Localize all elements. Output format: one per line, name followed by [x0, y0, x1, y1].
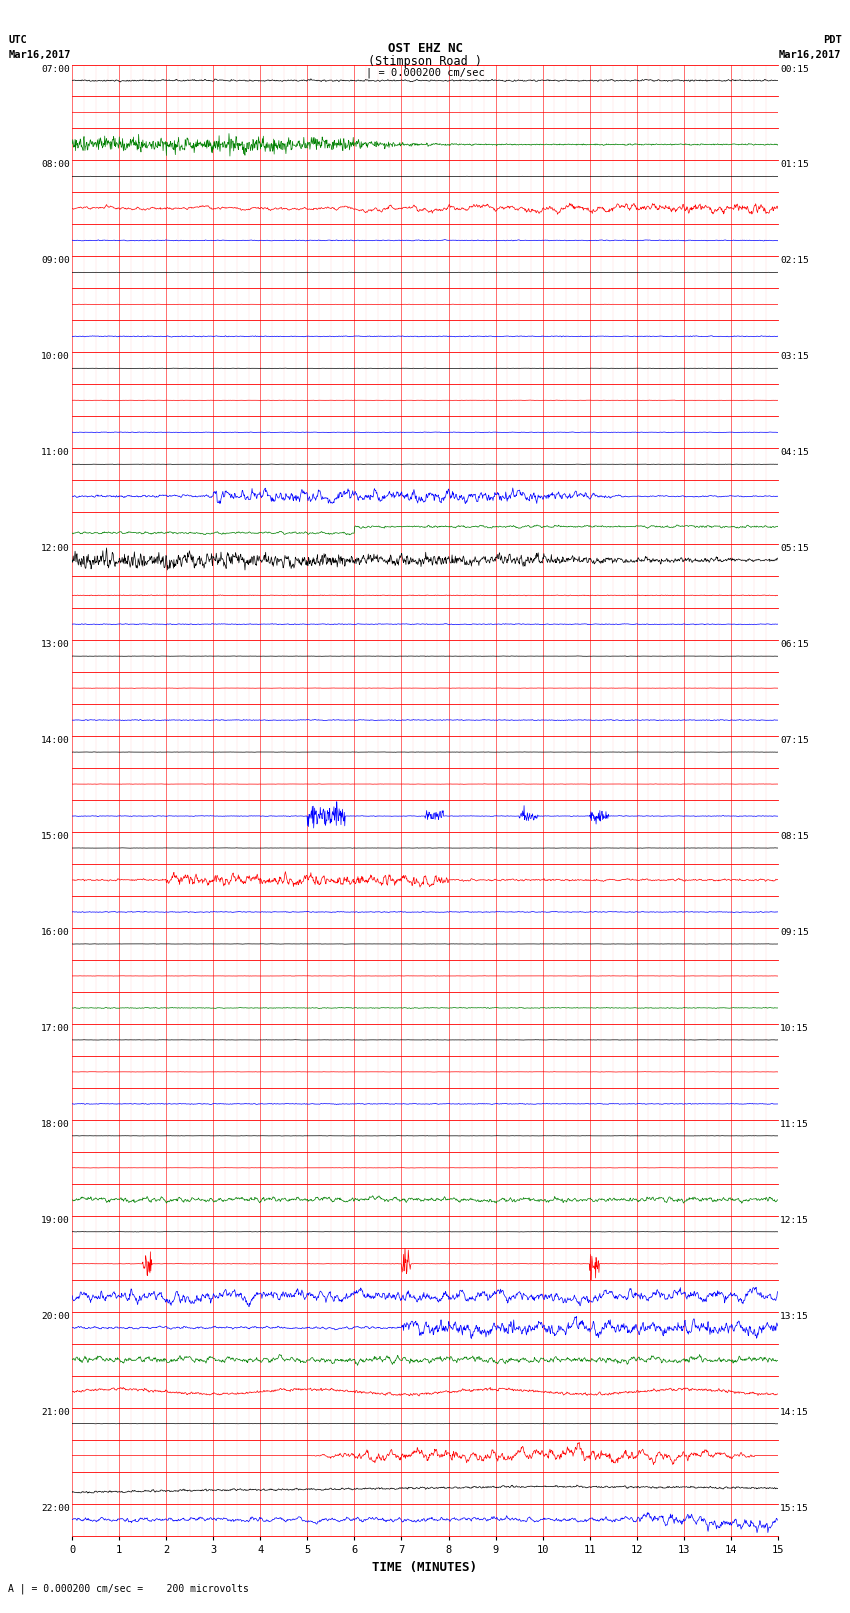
Text: 11:00: 11:00: [41, 448, 70, 456]
Text: 05:15: 05:15: [780, 544, 809, 553]
Text: 08:00: 08:00: [41, 160, 70, 169]
Text: 19:00: 19:00: [41, 1216, 70, 1224]
Text: 13:15: 13:15: [780, 1311, 809, 1321]
Text: 07:00: 07:00: [41, 65, 70, 74]
Text: 15:00: 15:00: [41, 832, 70, 840]
Text: 04:15: 04:15: [780, 448, 809, 456]
Text: A | = 0.000200 cm/sec =    200 microvolts: A | = 0.000200 cm/sec = 200 microvolts: [8, 1584, 249, 1595]
Text: 16:00: 16:00: [41, 927, 70, 937]
Text: 06:15: 06:15: [780, 640, 809, 648]
Text: 12:15: 12:15: [780, 1216, 809, 1224]
Text: 09:00: 09:00: [41, 256, 70, 266]
Text: 10:00: 10:00: [41, 352, 70, 361]
Text: 01:15: 01:15: [780, 160, 809, 169]
Text: PDT: PDT: [823, 35, 842, 45]
Text: 11:15: 11:15: [780, 1119, 809, 1129]
Text: UTC: UTC: [8, 35, 27, 45]
Text: 13:00: 13:00: [41, 640, 70, 648]
Text: 03:15: 03:15: [780, 352, 809, 361]
Text: 07:15: 07:15: [780, 736, 809, 745]
Text: 22:00: 22:00: [41, 1503, 70, 1513]
Text: Mar16,2017: Mar16,2017: [779, 50, 842, 60]
Text: 00:15: 00:15: [780, 65, 809, 74]
Text: 12:00: 12:00: [41, 544, 70, 553]
Text: 14:00: 14:00: [41, 736, 70, 745]
Text: 18:00: 18:00: [41, 1119, 70, 1129]
Text: 09:15: 09:15: [780, 927, 809, 937]
Text: 08:15: 08:15: [780, 832, 809, 840]
Text: Mar16,2017: Mar16,2017: [8, 50, 71, 60]
Text: 14:15: 14:15: [780, 1408, 809, 1416]
Text: 17:00: 17:00: [41, 1024, 70, 1032]
Text: 10:15: 10:15: [780, 1024, 809, 1032]
Text: | = 0.000200 cm/sec: | = 0.000200 cm/sec: [366, 68, 484, 79]
Text: TIME (MINUTES): TIME (MINUTES): [372, 1561, 478, 1574]
Text: 02:15: 02:15: [780, 256, 809, 266]
Text: OST EHZ NC: OST EHZ NC: [388, 42, 462, 55]
Text: 15:15: 15:15: [780, 1503, 809, 1513]
Text: (Stimpson Road ): (Stimpson Road ): [368, 55, 482, 68]
Text: 20:00: 20:00: [41, 1311, 70, 1321]
Text: 21:00: 21:00: [41, 1408, 70, 1416]
